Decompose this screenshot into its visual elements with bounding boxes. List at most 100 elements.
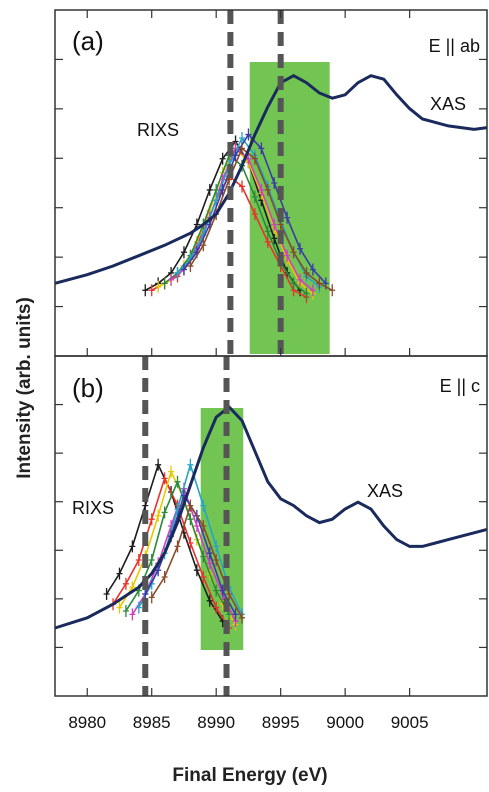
rixs-data-point xyxy=(187,260,194,273)
x-tick-label: 8995 xyxy=(262,713,300,732)
panel-b-frame xyxy=(54,355,488,697)
rixs-data-point xyxy=(297,242,304,255)
rixs-data-point xyxy=(168,465,175,478)
rixs-data-point xyxy=(200,499,207,512)
rixs-data-point xyxy=(161,277,168,290)
rixs-data-point xyxy=(238,180,245,193)
panel-a-y-ticks xyxy=(55,58,487,308)
rixs-data-point xyxy=(290,246,297,259)
rixs-data-point xyxy=(155,458,162,471)
panel-a-rixs-scans xyxy=(142,128,336,304)
panel-a-polarization: E || ab xyxy=(429,36,480,56)
y-axis-title: Intensity (arb. units) xyxy=(14,297,35,479)
rixs-data-point xyxy=(213,554,220,566)
panel-a-label: (a) xyxy=(72,26,104,56)
rixs-data-point xyxy=(251,208,258,221)
rixs-data-point xyxy=(161,571,168,583)
rixs-data-point xyxy=(187,458,194,471)
panel-b-y-ticks xyxy=(55,403,487,649)
rixs-data-point xyxy=(303,266,310,279)
rixs-data-point xyxy=(187,537,194,549)
rixs-data-point xyxy=(206,547,213,560)
panel-b-dashed-lines xyxy=(142,356,230,696)
rixs-data-point xyxy=(271,232,278,245)
rixs-data-point xyxy=(193,564,200,577)
rixs-scan-line xyxy=(183,133,327,284)
panel-b: (b) E || c RIXS XAS xyxy=(54,355,488,697)
rixs-data-point xyxy=(213,601,220,614)
rixs-data-point xyxy=(238,142,245,155)
panel-a-highlight-region xyxy=(249,62,330,354)
rixs-data-point xyxy=(213,540,220,553)
rixs-data-point xyxy=(206,594,213,607)
panel-b-rixs-label: RIXS xyxy=(72,498,114,518)
rixs-data-point xyxy=(142,284,149,297)
rixs-data-point xyxy=(232,149,239,162)
panel-b-highlight-region xyxy=(200,408,244,650)
rixs-data-point xyxy=(316,277,323,290)
rixs-data-point xyxy=(219,152,226,165)
rixs-data-point xyxy=(284,211,291,224)
panel-b-xas-curve xyxy=(54,404,488,630)
rixs-data-point xyxy=(232,608,239,621)
rixs-data-point xyxy=(258,142,265,155)
rixs-data-point xyxy=(148,591,155,604)
rixs-data-point xyxy=(135,601,142,614)
panel-a-xas-label: XAS xyxy=(430,94,466,114)
rixs-data-point xyxy=(200,550,207,563)
rixs-data-point xyxy=(174,266,181,279)
rixs-data-point xyxy=(155,564,162,577)
x-tick-label: 9000 xyxy=(326,713,364,732)
rixs-data-point xyxy=(180,263,187,276)
rixs-data-point xyxy=(238,132,245,145)
rixs-data-point xyxy=(219,584,226,597)
rixs-data-point xyxy=(213,584,220,597)
x-tick-label: 9005 xyxy=(391,713,429,732)
rixs-data-point xyxy=(264,225,271,238)
rixs-data-point xyxy=(200,571,207,583)
rixs-data-point xyxy=(271,218,278,231)
rixs-data-point xyxy=(297,273,304,286)
panel-a-xas-curve xyxy=(54,73,488,285)
rixs-data-point xyxy=(122,577,129,590)
rixs-data-point xyxy=(116,601,123,614)
panel-b-polarization: E || c xyxy=(440,376,480,396)
rixs-data-point xyxy=(155,509,162,522)
rixs-data-point xyxy=(193,520,200,532)
rixs-data-point xyxy=(148,554,155,566)
rixs-data-point xyxy=(187,513,194,526)
rixs-data-point xyxy=(200,520,207,532)
rixs-data-point xyxy=(271,177,278,189)
rixs-data-point xyxy=(168,273,175,286)
rixs-data-point xyxy=(103,588,110,600)
rixs-data-point xyxy=(303,287,310,300)
rixs-data-point xyxy=(180,246,187,259)
rixs-scan-line xyxy=(112,476,230,629)
x-axis-title: Final Energy (eV) xyxy=(172,765,327,786)
rixs-data-point xyxy=(238,611,245,624)
rixs-data-point xyxy=(245,128,252,141)
rixs-data-point xyxy=(116,567,123,580)
rixs-data-point xyxy=(129,608,136,621)
rixs-data-point xyxy=(161,472,168,485)
rixs-data-point xyxy=(290,277,297,290)
rixs-data-point xyxy=(161,506,168,519)
rixs-data-point xyxy=(309,284,316,297)
rixs-data-point xyxy=(200,239,207,252)
x-tick-label: 8990 xyxy=(197,713,235,732)
panel-a-dashed-lines xyxy=(227,10,284,356)
rixs-data-point xyxy=(264,235,271,248)
rixs-data-point xyxy=(148,284,155,297)
x-tick-label: 8985 xyxy=(133,713,171,732)
panel-a: (a) E || ab RIXS XAS xyxy=(54,9,488,357)
rixs-data-point xyxy=(122,605,129,617)
rixs-data-point xyxy=(148,513,155,526)
rixs-data-point xyxy=(309,263,316,276)
panel-a-rixs-label: RIXS xyxy=(137,120,179,140)
x-tick-label: 8980 xyxy=(68,713,106,732)
rixs-data-point xyxy=(251,190,258,203)
x-axis: 8980 8985 8990 8995 9000 9005 xyxy=(68,10,429,732)
rixs-data-point xyxy=(135,554,142,566)
